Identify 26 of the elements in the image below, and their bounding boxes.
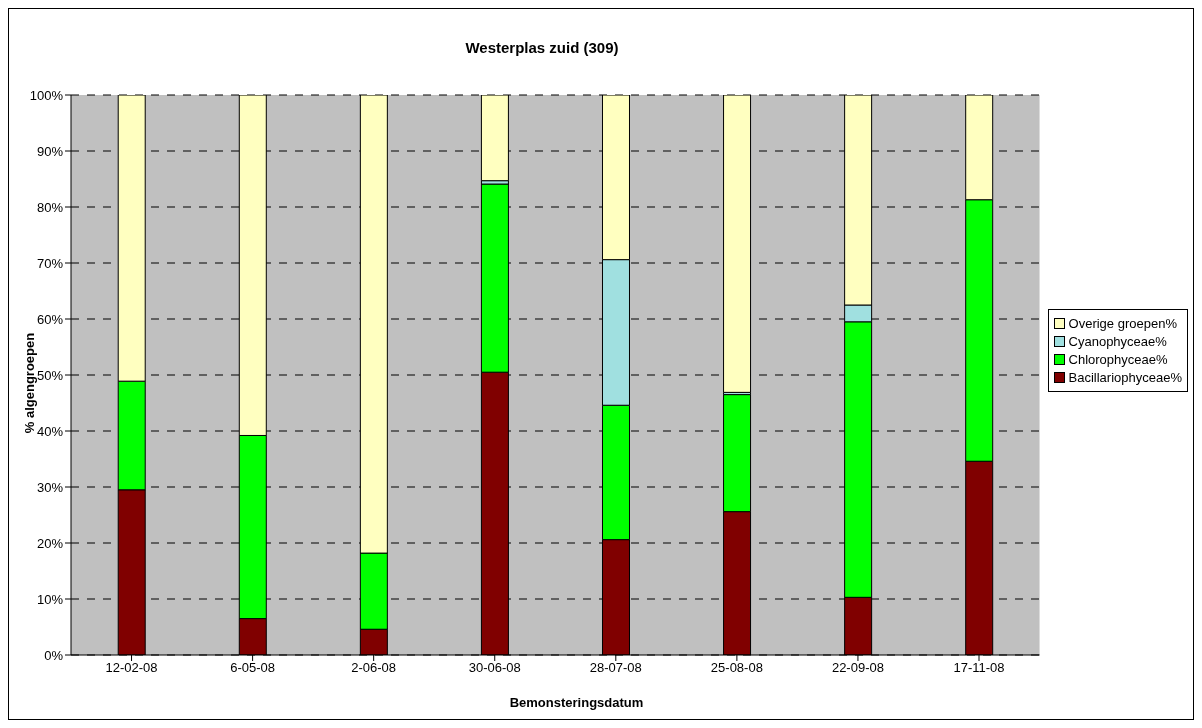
y-tick-label: 80% bbox=[36, 199, 64, 215]
y-tick-label: 100% bbox=[29, 87, 64, 103]
x-tick-label: 2-06-08 bbox=[351, 660, 397, 676]
y-tick-label: 40% bbox=[36, 423, 64, 439]
legend-label: Bacillariophyceae% bbox=[1068, 369, 1182, 385]
legend-label: Chlorophyceae% bbox=[1068, 351, 1168, 367]
legend-label: Overige groepen% bbox=[1068, 315, 1177, 331]
y-tick-label: 70% bbox=[36, 255, 64, 271]
x-tick-label: 30-06-08 bbox=[468, 660, 521, 676]
x-tick-label: 6-05-08 bbox=[230, 660, 276, 676]
x-tick-label: 22-09-08 bbox=[831, 660, 884, 676]
y-tick-label: 50% bbox=[36, 367, 64, 383]
y-axis-title: % algengroepen bbox=[21, 332, 37, 434]
y-tick-label: 10% bbox=[36, 591, 64, 607]
y-tick-label: 30% bbox=[36, 479, 64, 495]
y-tick-label: 20% bbox=[36, 535, 64, 551]
x-axis-title: Bemonsteringsdatum bbox=[508, 695, 645, 710]
x-tick-label: 17-11-08 bbox=[953, 660, 1005, 676]
x-tick-label: 12-02-08 bbox=[105, 660, 158, 676]
chart-title: Westerplas zuid (309) bbox=[464, 39, 620, 56]
y-tick-label: 0% bbox=[44, 647, 64, 663]
x-tick-label: 28-07-08 bbox=[589, 660, 642, 676]
y-tick-label: 90% bbox=[36, 143, 64, 159]
x-tick-label: 25-08-08 bbox=[710, 660, 763, 676]
y-tick-label: 60% bbox=[36, 311, 64, 327]
legend-label: Cyanophyceae% bbox=[1068, 333, 1167, 349]
